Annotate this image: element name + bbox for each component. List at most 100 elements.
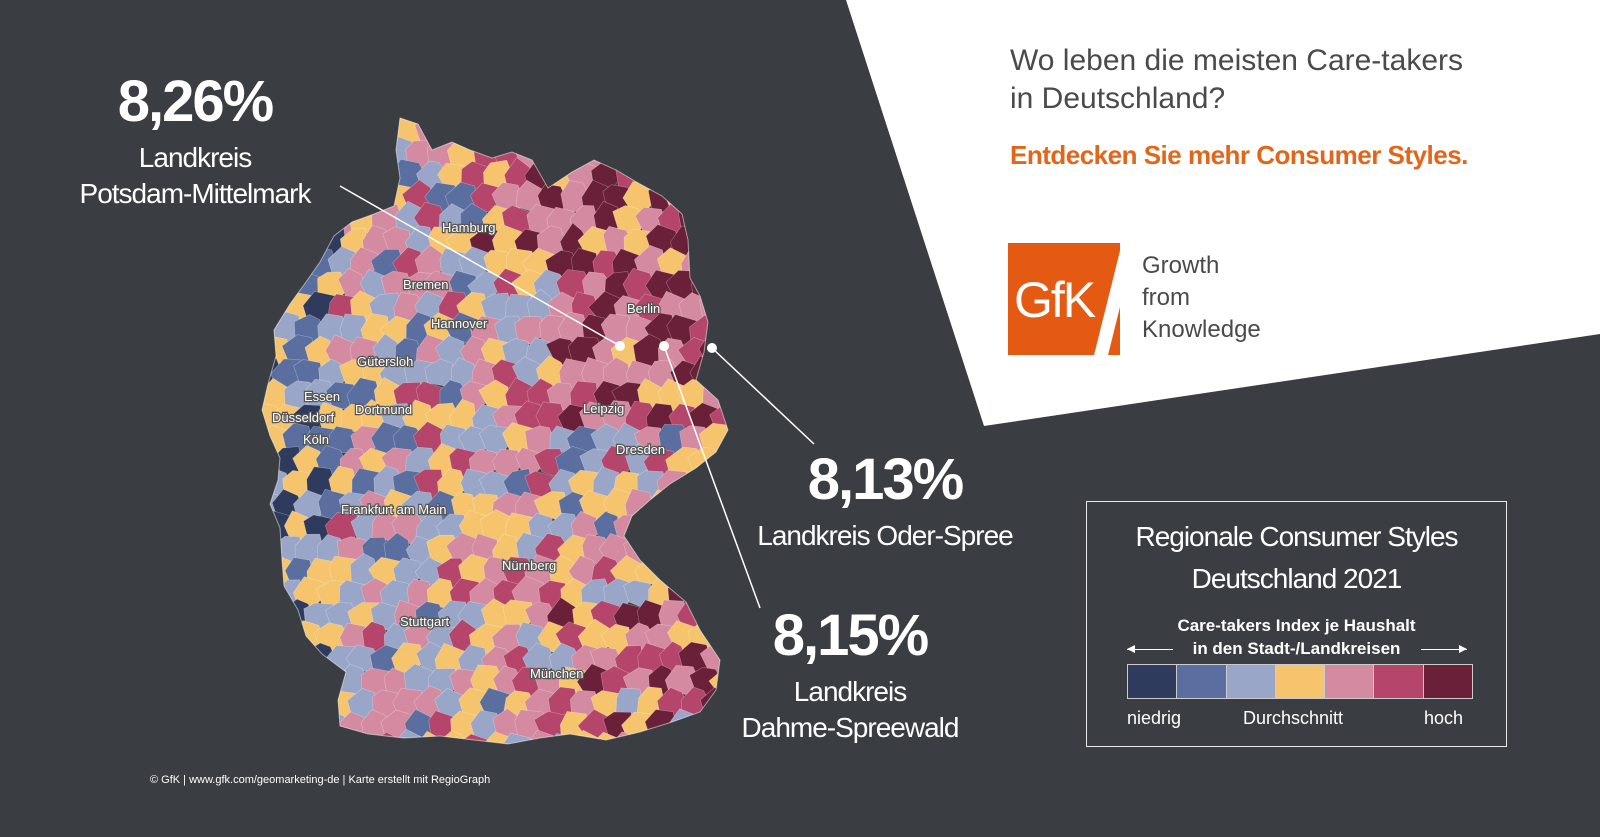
marker-dahme [659,341,669,351]
district-region [669,118,702,125]
district-region [360,118,393,125]
district-region [316,118,347,124]
city-label: Düsseldorf [272,410,335,425]
city-label: Dortmund [355,402,412,417]
callout-label-dahme: Landkreis Dahme-Spreewald [700,674,1000,746]
legend-swatch [1128,665,1178,698]
district-region [536,118,569,126]
district-region [624,118,654,126]
district-region [665,488,702,521]
district-region [708,137,728,171]
legend-high-label: hoch [1424,708,1464,728]
district-region [262,620,284,655]
callout-label-oder-spree: Landkreis Oder-Spree [757,520,1013,551]
district-region [511,118,546,129]
callout-value-potsdam: 8,26% [117,69,274,134]
district-region [262,687,272,721]
district-region [302,731,336,744]
district-region [681,159,713,194]
district-region [262,290,274,325]
map-legend: Regionale Consumer Styles Deutschland 20… [1086,501,1507,747]
city-label: Dresden [616,442,665,457]
city-label: Essen [304,389,340,404]
district-region [269,228,307,256]
callout-label-line: Dahme-Spreewald [741,712,960,743]
district-region [677,553,710,588]
district-region [262,642,269,678]
district-region [612,118,648,151]
legend-subtitle-line: in den Stadt-/Landkreisen [1192,639,1401,658]
city-label: Stuttgart [400,614,450,629]
district-region [306,687,335,718]
district-region [548,733,580,744]
callout-value-dahme: 8,15% [772,603,929,668]
tagline-line-3: Knowledge [1142,316,1261,343]
district-region [346,733,379,744]
district-region [533,448,567,477]
leader-line-potsdam [339,185,621,347]
district-region [602,118,636,127]
district-region [655,731,689,744]
district-region [262,731,294,744]
copyright-footer[interactable]: © GfK | www.gfk.com/geomarketing-de | Ka… [150,774,491,786]
district-region [712,225,728,260]
gfk-logo[interactable]: GfK [1008,243,1136,355]
district-region [281,686,317,720]
district-region [537,134,567,170]
legend-swatch [1177,665,1227,698]
district-region [713,180,728,216]
district-region [653,160,688,190]
district-region [262,424,269,456]
district-region [272,667,304,696]
legend-low-label: niedrig [1127,708,1182,728]
district-region [274,710,305,744]
district-region [262,248,292,282]
legend-subtitle: Care-takers Index je Haushalt in den Sta… [1087,614,1506,660]
city-label: Frankfurt am Main [341,502,446,517]
district-region [698,245,728,277]
district-region [558,118,590,126]
district-region [712,268,728,302]
leader-line-oder-spree [711,347,815,445]
district-region [690,536,723,567]
district-region [262,600,273,634]
legend-title: Regionale Consumer Styles Deutschland 20… [1087,516,1506,600]
district-region [283,645,316,675]
city-label: Berlin [627,301,660,316]
district-region [329,728,362,744]
district-region [580,118,612,127]
district-region [702,118,728,147]
district-region [645,533,677,565]
left-arrow-icon [1127,645,1173,653]
headline-line-1: Wo leben die meisten Care-takers [1010,44,1463,77]
district-region [481,118,513,147]
district-region [273,621,303,656]
district-region [713,576,728,613]
district-region [262,558,271,590]
legend-title-line: Deutschland 2021 [1191,563,1403,594]
headline-line-2: in Deutschland? [1010,82,1226,115]
tagline-line-1: Growth [1142,252,1220,279]
district-region [292,666,328,698]
marker-oder-spree [707,343,717,353]
district-region [704,202,728,235]
district-region [568,118,604,150]
city-label: München [530,666,583,681]
district-region [439,118,470,146]
callout-label-line: Landkreis [793,676,907,707]
legend-swatch [1423,665,1472,698]
district-region [470,118,500,125]
city-label: Hamburg [442,220,495,235]
district-region [713,313,728,346]
district-region [546,118,580,147]
legend-color-scale [1127,664,1473,699]
cta-link[interactable]: Entdecken Sie mehr Consumer Styles. [1010,140,1468,170]
district-region [677,118,713,148]
leader-line-dahme [663,345,761,609]
callout-label-potsdam: Landkreis Potsdam-Mittelmark [40,140,350,212]
district-region [691,118,724,129]
legend-title-line: Regionale Consumer Styles [1135,521,1458,552]
district-region [667,531,701,564]
city-label: Gütersloh [357,354,413,369]
legend-mid-label: Durchschnitt [1243,708,1344,728]
